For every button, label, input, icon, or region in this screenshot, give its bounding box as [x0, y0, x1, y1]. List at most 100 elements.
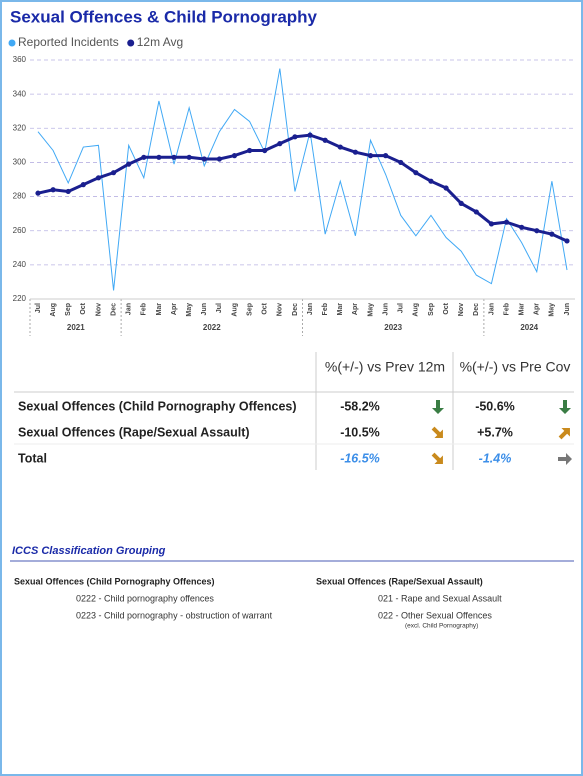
point — [519, 224, 525, 230]
x-tick-label: Jul — [216, 303, 223, 313]
point — [231, 153, 238, 159]
point — [247, 147, 253, 154]
legend-marker — [8, 39, 16, 47]
x-tick-label: Dec — [110, 303, 117, 316]
row-label: Sexual Offences (Child Pornography Offen… — [18, 399, 297, 413]
x-tick-label: Jan — [307, 303, 314, 315]
point — [337, 144, 343, 150]
line-incidents — [37, 68, 568, 291]
x-tick-label: May — [367, 303, 374, 317]
point — [50, 187, 56, 193]
point — [201, 156, 207, 162]
x-tick-label: Sep — [428, 303, 435, 316]
trend-arrow — [431, 452, 443, 464]
group-item: 022 - Other Sexual Offences — [378, 610, 492, 620]
trend-arrow — [431, 426, 443, 438]
point — [110, 170, 117, 176]
x-tick-label: Oct — [443, 302, 450, 314]
cell-value: -58.2% — [340, 399, 380, 413]
x-tick-label: Feb — [141, 303, 148, 315]
point — [126, 161, 132, 167]
x-tick-label: Feb — [322, 303, 329, 315]
legend-marker — [127, 39, 135, 47]
y-tick-label: 240 — [13, 260, 27, 269]
trend-arrow — [558, 453, 572, 465]
y-tick-label: 280 — [13, 192, 27, 201]
point — [428, 178, 434, 184]
x-tick-label: Oct — [80, 302, 87, 314]
x-tick-label: Feb — [503, 303, 510, 315]
x-tick-label: Jan — [488, 303, 495, 315]
y-tick-label: 360 — [13, 55, 27, 64]
trend-arrow — [558, 428, 570, 440]
x-tick-label: Oct — [262, 302, 269, 314]
cell-value: -50.6% — [475, 399, 515, 413]
x-tick-label: Mar — [519, 303, 526, 316]
group-note: (excl. Child Pornography) — [405, 623, 478, 630]
point — [216, 156, 222, 162]
point — [488, 221, 495, 227]
point — [186, 154, 192, 160]
x-tick-label: Jun — [201, 303, 208, 315]
x-group-label: 2021 — [67, 323, 85, 332]
point — [443, 185, 449, 191]
x-group-label: 2022 — [203, 323, 221, 332]
x-tick-label: Aug — [231, 303, 238, 317]
x-tick-label: Mar — [337, 303, 344, 316]
point — [383, 153, 389, 159]
x-tick-label: Sep — [246, 303, 253, 316]
group-heading: Sexual Offences (Child Pornography Offen… — [14, 576, 215, 586]
point — [65, 188, 71, 195]
column-header: %(+/-) vs Prev 12m — [325, 359, 445, 375]
legend-label: Reported Incidents — [18, 35, 119, 49]
cell-value: -1.4% — [479, 451, 512, 465]
point — [458, 200, 464, 206]
row-label: Total — [18, 451, 47, 465]
line-avg — [37, 133, 568, 243]
point — [564, 238, 570, 244]
x-tick-label: Jul — [398, 303, 405, 313]
trend-arrow — [559, 400, 571, 414]
x-group-label: 2023 — [384, 323, 402, 332]
column-header: %(+/-) vs Pre Cov — [460, 359, 571, 375]
x-group-label: 2024 — [520, 323, 538, 332]
section-title: ICCS Classification Grouping — [12, 545, 166, 557]
y-tick-label: 260 — [13, 226, 27, 235]
point — [549, 231, 555, 237]
point — [473, 209, 479, 215]
point — [534, 228, 540, 234]
group-item: 0222 - Child pornography offences — [76, 593, 214, 603]
y-tick-label: 300 — [13, 158, 27, 167]
legend-label: 12m Avg — [137, 35, 183, 49]
point — [80, 182, 86, 188]
x-tick-label: Nov — [277, 303, 284, 316]
x-tick-label: Nov — [95, 303, 102, 316]
trend-arrow — [432, 400, 444, 414]
x-tick-label: Apr — [171, 303, 178, 315]
y-tick-label: 320 — [13, 123, 27, 132]
y-tick-label: 340 — [13, 89, 27, 98]
point — [352, 149, 358, 155]
point — [156, 154, 162, 160]
x-tick-label: May — [186, 303, 193, 317]
point — [35, 190, 41, 196]
group-item: 021 - Rape and Sexual Assault — [378, 593, 502, 603]
point — [398, 159, 404, 166]
point — [322, 137, 328, 143]
group-heading: Sexual Offences (Rape/Sexual Assault) — [316, 576, 483, 586]
x-tick-label: Aug — [413, 303, 420, 317]
cell-value: -10.5% — [340, 425, 380, 439]
x-tick-label: Jun — [564, 303, 571, 315]
x-tick-label: Nov — [458, 303, 465, 316]
group-item: 0223 - Child pornography - obstruction o… — [76, 610, 273, 620]
point — [171, 154, 177, 160]
x-tick-label: Jul — [35, 303, 42, 313]
point — [262, 147, 268, 154]
x-tick-label: Jan — [126, 303, 133, 315]
x-tick-label: Jun — [382, 303, 389, 315]
point — [277, 141, 283, 147]
cell-value: -16.5% — [340, 451, 380, 465]
